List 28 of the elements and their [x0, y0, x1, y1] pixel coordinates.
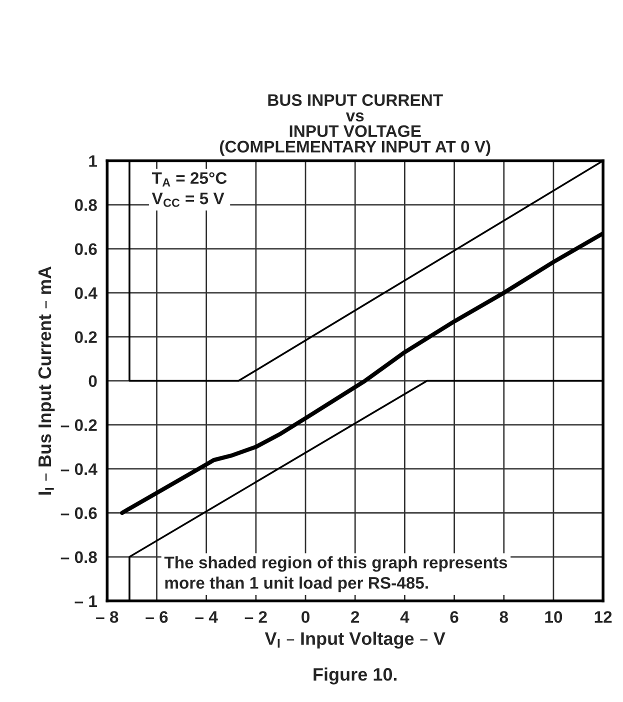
y-tick-label: – 1: [74, 595, 97, 607]
y-axis-title: I$_{I}$ – Bus Input Current – mA: [38, 266, 55, 495]
y-tick-label: 0.8: [74, 199, 97, 211]
y-tick-label: 0.4: [74, 287, 98, 300]
x-tick-label: – 6: [146, 611, 168, 623]
y-tick-label: – 0.8: [60, 551, 97, 564]
x-tick-label: 4: [400, 611, 410, 623]
x-tick-label: – 8: [96, 611, 118, 623]
y-tick-label: – 0.2: [60, 419, 97, 432]
x-tick-label: 8: [500, 611, 508, 623]
y-tick-label: 0.2: [74, 331, 97, 344]
x-tick-label: – 4: [195, 611, 218, 623]
x-tick-label: 12: [594, 611, 612, 623]
caption: Figure 10.: [314, 668, 397, 684]
y-tick-label: – 0.6: [60, 507, 97, 520]
y-tick-label: 0: [88, 375, 97, 388]
x-axis-title: V$_{I}$ – Input Voltage – V: [264, 632, 446, 649]
x-tick-label: 2: [351, 611, 360, 623]
annotation: The shaded region of this graph represents more than 1 unit load per RS-485.: [164, 556, 508, 592]
y-tick-label: – 0.4: [60, 463, 98, 476]
x-tick-label: – 2: [244, 611, 267, 623]
chart-title: BUS INPUT CURRENT vs INPUT VOLTAGE (COMPLEMENTARY INPUT AT 0 V): [220, 94, 490, 156]
x-tick-label: 10: [545, 611, 562, 623]
x-tick-label: 0: [302, 611, 310, 623]
y-tick-label: 1: [89, 155, 97, 167]
x-tick-label: 6: [450, 611, 458, 623]
y-tick-label: 0.6: [74, 243, 97, 255]
annotation: T$_{A}$ = 25°C V$_{CC}$ = 5 V: [152, 172, 227, 207]
